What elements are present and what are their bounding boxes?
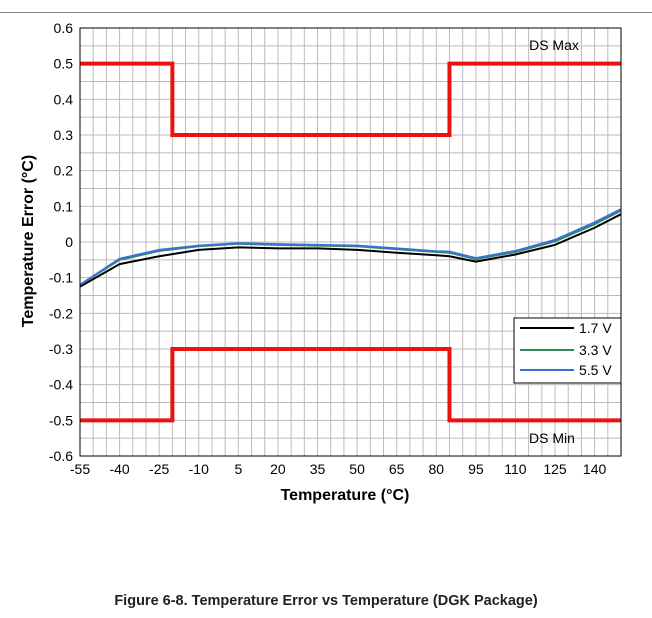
y-tick-label: -0.6 (49, 448, 73, 464)
x-tick-label: 95 (468, 461, 484, 477)
x-tick-label: -25 (149, 461, 169, 477)
chart-grid (80, 28, 621, 456)
y-tick-labels: -0.6 -0.5 -0.4 -0.3 -0.2 -0.1 0 0.1 0.2 0.3 0.4 0.5… (49, 20, 73, 464)
limit-line-ds-max (80, 61, 621, 137)
x-tick-label: 5 (234, 461, 242, 477)
y-tick-label: 0.3 (54, 127, 74, 143)
figure-caption: Figure 6-8. Temperature Error vs Tempera… (114, 593, 538, 609)
y-tick-label: 0.2 (54, 163, 74, 179)
y-tick-label: -0.2 (49, 305, 73, 321)
x-tick-labels: -55 -40 -25 -10 5 20 35 50 65 80 95 110 125 140 (70, 461, 607, 477)
top-rule (0, 12, 652, 13)
y-tick-label: -0.1 (49, 270, 73, 286)
ds-max-label: DS Max (529, 37, 579, 53)
ds-min-label: DS Min (529, 430, 575, 446)
temperature-error-chart: -0.6 -0.5 -0.4 -0.3 -0.2 -0.1 0 0.1 0.2 0.3 0.4 0.5… (20, 20, 622, 504)
legend-label-3-3v: 3.3 V (579, 342, 612, 358)
x-tick-label: 20 (270, 461, 286, 477)
x-tick-label: -40 (109, 461, 129, 477)
x-tick-label: 50 (349, 461, 365, 477)
y-tick-label: 0 (65, 234, 73, 250)
series-lines (79, 208, 622, 288)
x-tick-label: -55 (70, 461, 90, 477)
x-tick-label: 110 (504, 461, 527, 477)
y-tick-label: -0.5 (49, 412, 73, 428)
x-axis-label: Temperature (°C) (281, 487, 410, 504)
x-tick-label: 125 (543, 461, 567, 477)
limit-line-ds-min (80, 347, 621, 423)
legend: 1.7 V 3.3 V 5.5 V (513, 317, 622, 384)
x-tick-label: 80 (428, 461, 444, 477)
limit-lines (80, 61, 621, 423)
y-tick-label: -0.3 (49, 341, 73, 357)
y-tick-label: 0.4 (54, 91, 74, 107)
x-tick-label: 65 (389, 461, 405, 477)
series-line-5-5v (79, 208, 622, 286)
x-tick-label: 140 (583, 461, 607, 477)
y-axis-label: Temperature Error (°C) (20, 155, 37, 327)
plot-frame (79, 27, 622, 457)
x-tick-label: -10 (189, 461, 209, 477)
y-tick-label: 0.1 (54, 198, 74, 214)
x-tick-label: 35 (310, 461, 326, 477)
series-line-1-7v (79, 213, 622, 288)
legend-label-5-5v: 5.5 V (579, 362, 612, 378)
y-tick-label: 0.5 (54, 56, 74, 72)
y-tick-label: 0.6 (54, 20, 74, 36)
legend-label-1-7v: 1.7 V (579, 320, 612, 336)
y-tick-label: -0.4 (49, 377, 73, 393)
